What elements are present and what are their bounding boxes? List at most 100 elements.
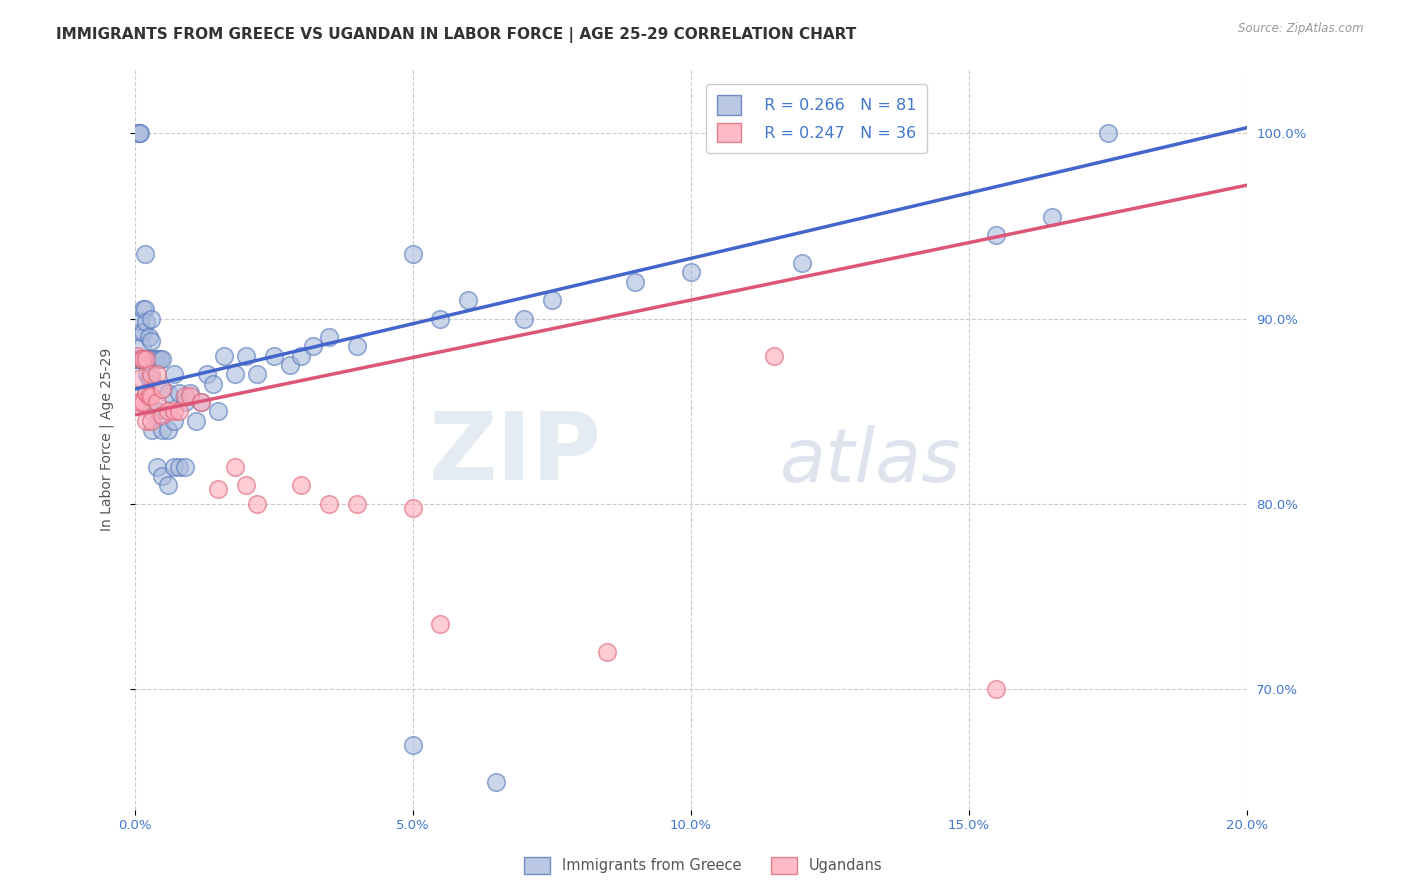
Point: [138, 371, 160, 385]
Point: [135, 315, 157, 329]
Point: [141, 352, 163, 367]
Point: [224, 459, 246, 474]
Point: [135, 352, 157, 367]
Point: [201, 376, 224, 391]
Point: [162, 413, 184, 427]
Point: [162, 368, 184, 382]
Point: [146, 459, 169, 474]
Point: [131, 352, 153, 367]
Point: [141, 371, 163, 385]
Point: [318, 497, 340, 511]
Point: [190, 395, 212, 409]
Point: [457, 293, 479, 307]
Point: [135, 385, 157, 400]
Point: [485, 775, 508, 789]
Point: [152, 352, 174, 367]
Point: [141, 404, 163, 418]
Point: [132, 352, 155, 367]
Point: [129, 325, 152, 339]
Point: [135, 413, 157, 427]
Point: [157, 404, 180, 418]
Point: [429, 617, 451, 632]
Point: [146, 404, 169, 418]
Point: [513, 311, 536, 326]
Point: [146, 368, 169, 382]
Point: [127, 349, 149, 363]
Point: [596, 645, 619, 659]
Point: [246, 368, 269, 382]
Point: [141, 334, 163, 348]
Point: [195, 368, 218, 382]
Point: [141, 389, 163, 403]
Point: [132, 395, 155, 409]
Point: [1097, 127, 1119, 141]
Point: [125, 395, 148, 409]
Point: [290, 478, 312, 492]
Point: [346, 339, 368, 353]
Point: [141, 311, 163, 326]
Point: [246, 497, 269, 511]
Point: [141, 413, 163, 427]
Point: [280, 358, 302, 372]
Point: [146, 395, 169, 409]
Point: [790, 256, 813, 270]
Point: [135, 385, 157, 400]
Point: [136, 352, 159, 367]
Point: [224, 368, 246, 382]
Point: [401, 500, 423, 515]
Point: [167, 385, 190, 400]
Point: [173, 395, 195, 409]
Point: [146, 352, 169, 367]
Point: [167, 404, 190, 418]
Point: [149, 352, 172, 367]
Point: [184, 413, 207, 427]
Point: [129, 313, 152, 327]
Point: [763, 349, 786, 363]
Point: [162, 404, 184, 418]
Point: [128, 127, 150, 141]
Point: [132, 352, 155, 367]
Text: Source: ZipAtlas.com: Source: ZipAtlas.com: [1239, 22, 1364, 36]
Point: [125, 352, 148, 367]
Point: [346, 497, 368, 511]
Point: [135, 352, 157, 367]
Point: [132, 352, 155, 367]
Text: atlas: atlas: [779, 425, 960, 498]
Point: [401, 738, 423, 752]
Point: [135, 352, 157, 367]
Point: [135, 352, 157, 367]
Point: [131, 352, 153, 367]
Point: [157, 423, 180, 437]
Point: [131, 339, 153, 353]
Point: [132, 325, 155, 339]
Point: [401, 247, 423, 261]
Point: [679, 265, 702, 279]
Point: [986, 228, 1008, 243]
Point: [212, 349, 235, 363]
Y-axis label: In Labor Force | Age 25-29: In Labor Force | Age 25-29: [100, 348, 114, 531]
Point: [429, 311, 451, 326]
Point: [986, 682, 1008, 697]
Point: [127, 352, 149, 367]
Point: [152, 382, 174, 396]
Point: [141, 423, 163, 437]
Point: [167, 459, 190, 474]
Point: [143, 352, 166, 367]
Point: [132, 302, 155, 317]
Point: [263, 349, 285, 363]
Point: [207, 404, 229, 418]
Point: [207, 482, 229, 496]
Point: [179, 389, 201, 403]
Point: [129, 395, 152, 409]
Point: [138, 389, 160, 403]
Point: [131, 352, 153, 367]
Point: [136, 368, 159, 382]
Point: [157, 385, 180, 400]
Point: [129, 371, 152, 385]
Legend:   R = 0.266   N = 81,   R = 0.247   N = 36: R = 0.266 N = 81, R = 0.247 N = 36: [706, 84, 927, 153]
Point: [235, 349, 257, 363]
Legend: Immigrants from Greece, Ugandans: Immigrants from Greece, Ugandans: [517, 851, 889, 880]
Point: [134, 302, 156, 317]
Point: [301, 339, 323, 353]
Point: [128, 127, 150, 141]
